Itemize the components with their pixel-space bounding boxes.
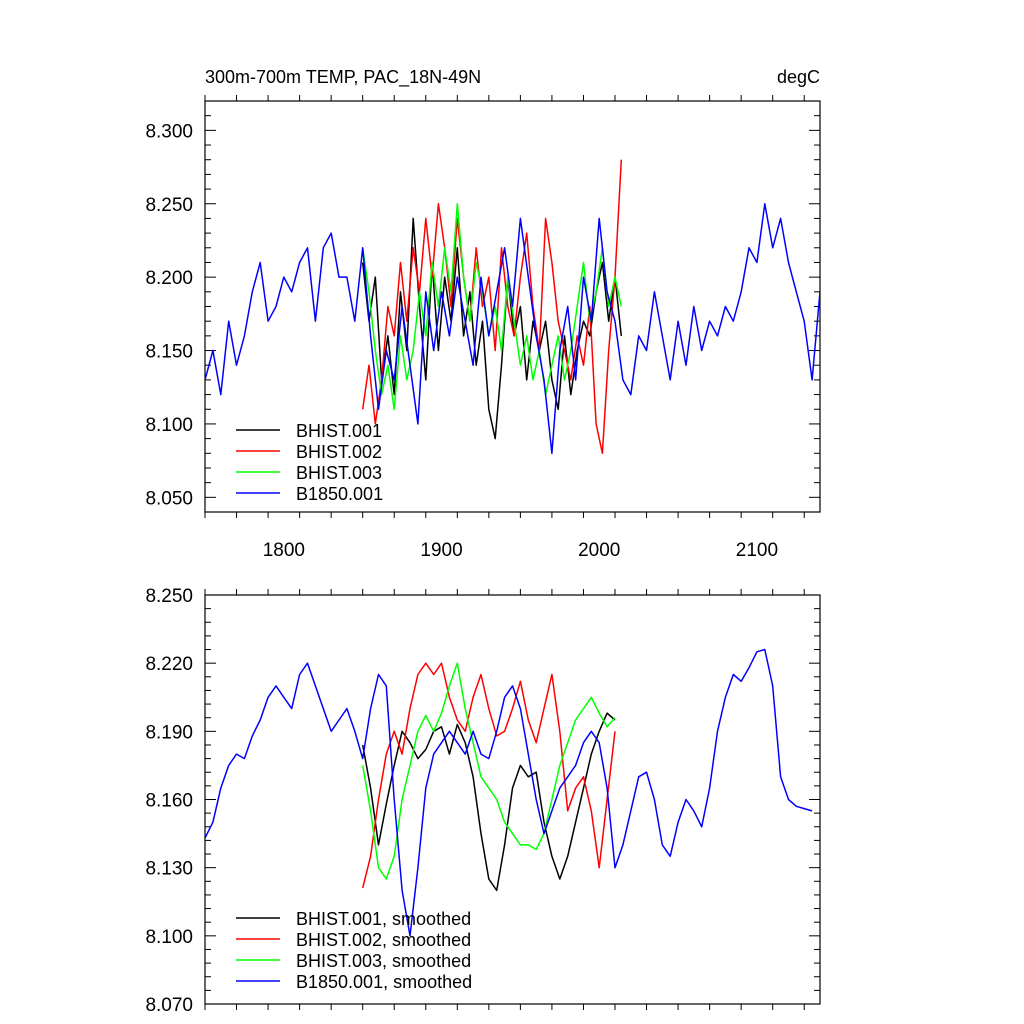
- legend-label-3: BHIST.003, smoothed: [296, 951, 471, 971]
- units-label: degC: [777, 67, 820, 87]
- series-line-4: [205, 648, 813, 937]
- y-tick-label: 8.250: [145, 195, 193, 216]
- x-tick-label: 1900: [420, 540, 462, 561]
- legend-label-2: BHIST.002, smoothed: [296, 930, 471, 950]
- y-tick-label: 8.160: [145, 791, 193, 812]
- legend-label-4: B1850.001, smoothed: [296, 972, 472, 992]
- legend-label-2: BHIST.002: [296, 442, 382, 462]
- chart-panel-2: 8.070 8.100 8.130 8.160 8.190 8.220 8.250 BHIST…: [145, 586, 821, 1016]
- y-tick-label: 8.200: [145, 268, 193, 289]
- series-line-2: [361, 662, 616, 889]
- y-tick-label: 8.220: [145, 654, 193, 675]
- x-tick-label: 2100: [736, 540, 778, 561]
- y-tick-label: 8.100: [145, 415, 193, 436]
- chart-title: 300m-700m TEMP, PAC_18N-49N: [205, 67, 481, 88]
- legend-label-1: BHIST.001: [296, 421, 382, 441]
- y-tick-label: 8.300: [145, 121, 193, 142]
- chart-panel-1: 1800 1900 2000 2100 8.050 8.100 8.150 8.200 8.25…: [145, 67, 821, 561]
- legend-label-4: B1850.001: [296, 484, 383, 504]
- series-line-4: [205, 203, 820, 455]
- y-tick-label: 8.050: [145, 488, 193, 509]
- series-group: [205, 648, 813, 937]
- series-line-3: [361, 662, 616, 880]
- series-group: [205, 159, 820, 455]
- y-tick-label: 8.130: [145, 859, 193, 880]
- y-tick-label: 8.070: [145, 995, 193, 1016]
- y-tick-label: 8.250: [145, 586, 193, 607]
- x-tick-label: 2000: [578, 540, 620, 561]
- y-tick-label: 8.100: [145, 927, 193, 948]
- series-line-1: [361, 712, 616, 892]
- legend-label-3: BHIST.003: [296, 463, 382, 483]
- series-line-1: [361, 217, 623, 440]
- legend-label-1: BHIST.001, smoothed: [296, 909, 471, 929]
- y-tick-label: 8.150: [145, 342, 193, 363]
- x-tick-label: 1800: [263, 540, 305, 561]
- y-tick-label: 8.190: [145, 722, 193, 743]
